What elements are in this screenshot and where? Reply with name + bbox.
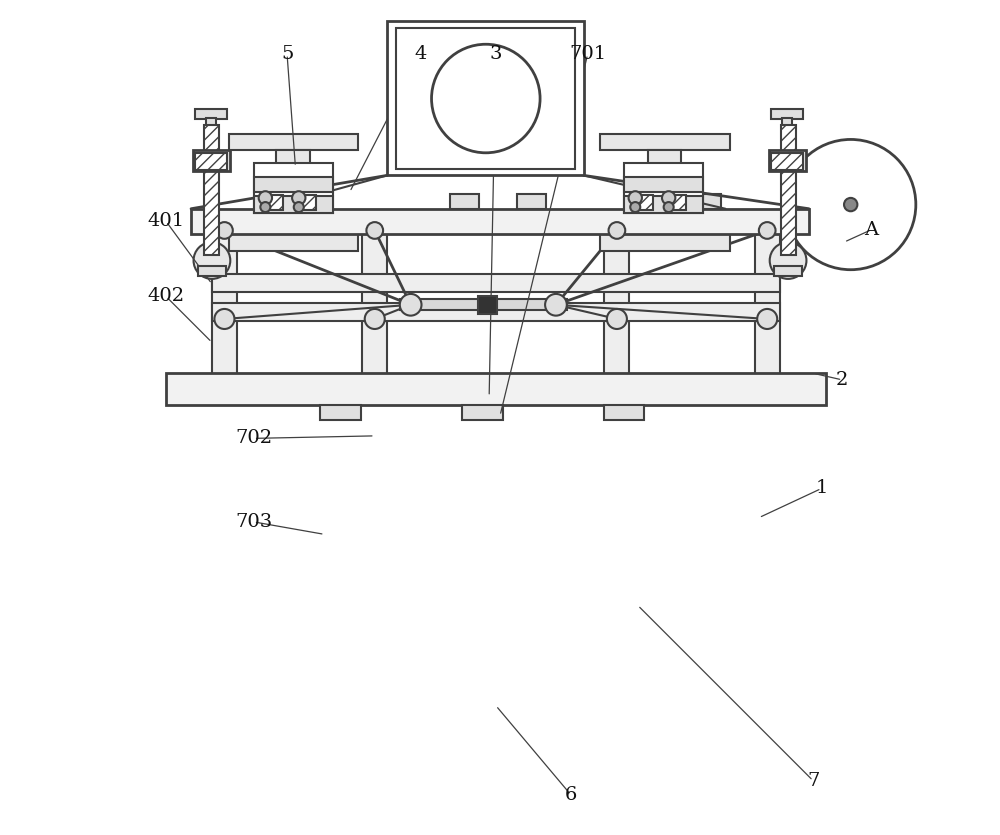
Bar [191,209,809,234]
Bar [387,21,584,175]
Bar [198,266,226,276]
Bar [195,109,227,119]
Bar [671,195,686,210]
Circle shape [786,139,916,270]
Circle shape [194,242,230,279]
Circle shape [662,191,675,205]
Bar [276,150,310,234]
Circle shape [259,191,272,205]
Text: 3: 3 [490,45,502,63]
Circle shape [545,294,567,316]
Bar [771,109,803,119]
Bar [166,373,826,405]
Text: 7: 7 [807,772,819,790]
Bar [781,125,796,255]
Circle shape [844,198,857,211]
Circle shape [759,222,776,239]
Circle shape [214,309,234,329]
Bar [254,177,333,192]
Text: 6: 6 [565,786,577,804]
Bar [692,194,721,209]
Bar [624,196,703,213]
Text: 703: 703 [235,513,272,531]
Bar [782,118,792,128]
Bar [638,195,653,210]
Circle shape [365,309,385,329]
Bar [195,153,227,170]
Bar [212,274,780,292]
Bar [604,405,644,420]
Bar [301,195,316,210]
Bar [268,195,283,210]
Circle shape [607,309,627,329]
Circle shape [292,191,305,205]
Bar [396,28,575,169]
Bar [450,194,479,209]
Text: 702: 702 [235,429,272,448]
Bar [624,177,703,192]
Bar [362,231,387,380]
Bar [229,134,358,150]
Circle shape [400,294,422,316]
Bar [769,150,806,171]
Circle shape [629,191,642,205]
Bar [229,234,358,250]
Circle shape [664,202,674,212]
Bar [254,163,333,213]
Circle shape [770,242,806,279]
Text: 1: 1 [815,479,828,498]
Circle shape [216,222,233,239]
Bar [600,134,730,150]
Bar [206,118,216,128]
Bar [254,196,333,213]
Bar [774,266,802,276]
Circle shape [609,222,625,239]
Circle shape [432,44,540,153]
Text: A: A [865,220,879,239]
Circle shape [630,202,640,212]
Text: 402: 402 [147,287,185,306]
Text: 4: 4 [414,45,427,63]
Circle shape [294,202,304,212]
Circle shape [366,222,383,239]
Text: 5: 5 [281,45,293,63]
Bar [193,150,230,171]
Bar [624,163,703,213]
Text: 401: 401 [147,212,185,230]
Circle shape [260,202,270,212]
Bar [266,194,295,209]
Bar [400,300,567,311]
Text: 701: 701 [569,45,606,63]
Bar [320,405,361,420]
Circle shape [757,309,777,329]
Bar [604,231,629,380]
Bar [755,231,780,380]
Bar [212,303,780,321]
Bar [648,150,681,234]
Bar [212,231,237,380]
Bar [462,405,503,420]
Text: 2: 2 [836,371,849,389]
Bar [204,125,219,255]
Bar [517,194,546,209]
Bar [600,234,730,250]
Bar [478,296,497,314]
Bar [771,153,803,170]
